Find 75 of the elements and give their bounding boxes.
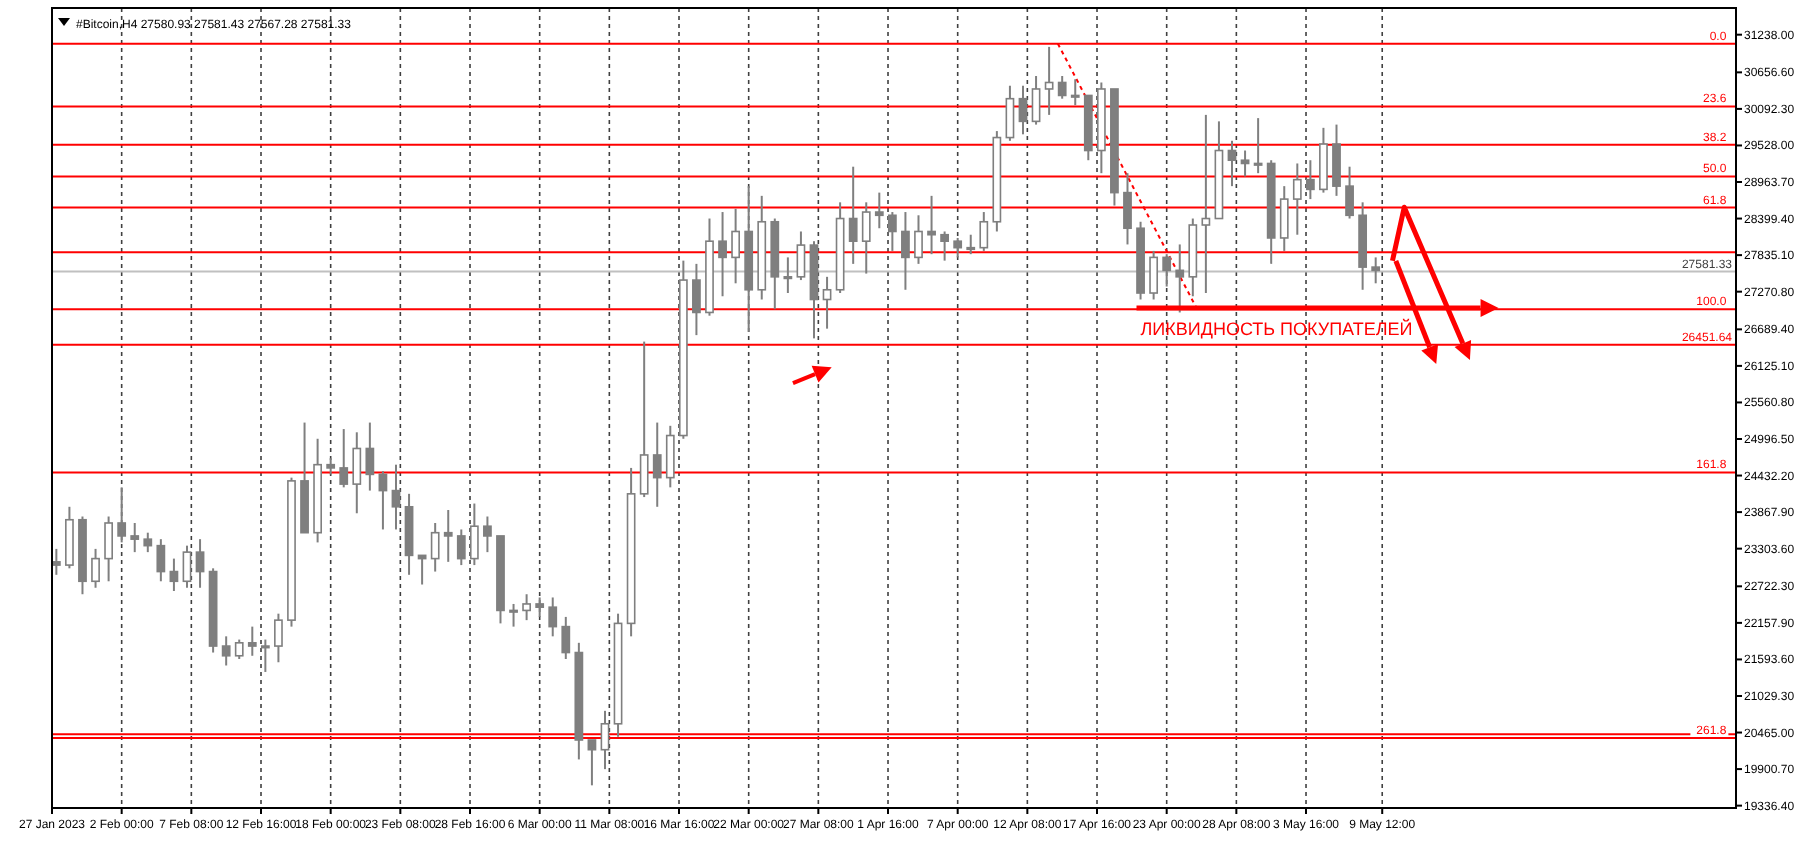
candlestick [966,233,976,256]
candlestick [234,638,244,661]
candlestick [587,738,597,787]
candlestick [652,421,662,508]
candlestick [130,521,140,554]
candlestick [274,612,283,664]
candlestick [1253,117,1263,175]
candlestick [260,638,270,673]
candlestick [1345,165,1354,220]
candlestick [535,596,545,618]
candlestick [822,275,832,330]
candlestick [848,165,858,265]
candlestick [352,431,362,515]
candlestick [156,538,166,583]
candlestick [117,486,127,544]
candlestick [169,557,179,592]
candlestick [561,615,571,661]
candlestick [901,211,910,291]
candlestick [456,528,466,567]
candlestick [1018,84,1028,136]
candlestick [391,463,401,531]
candlestick [1371,256,1381,285]
candlestick [1227,139,1237,188]
candlestick [796,230,806,282]
candlestick [1057,75,1067,100]
candlestick [1319,126,1328,194]
candlestick [1149,249,1159,301]
candlestick [483,515,492,554]
candlestick [731,207,741,285]
candlestick [365,421,375,492]
candlestick [417,554,427,586]
candlestick [1162,253,1172,288]
candlestick [665,424,675,489]
candlestick [600,709,610,771]
candlestick [692,262,701,337]
candlestick [1123,172,1132,246]
candlestick [339,428,349,489]
candlestick [1292,162,1302,236]
candlestick [247,625,257,657]
candlestick [1201,113,1211,295]
candlestick [104,515,113,583]
candlestick [914,214,923,265]
candlestick [874,191,884,230]
candlestick [639,340,649,499]
annotation: ЛИКВИДНОСТЬ ПОКУПАТЕЛЕЙ [1140,317,1413,340]
candlestick [182,544,192,589]
candlestick [1031,75,1041,126]
candlestick [143,531,153,554]
candlestick [1175,243,1185,314]
candlestick [91,547,100,589]
candlestick [887,211,897,252]
candlestick [927,194,936,256]
candlestick [1305,159,1315,201]
candlestick [718,211,727,298]
candlestick [940,230,950,262]
candlestick [1240,149,1250,178]
candlestick [51,547,61,576]
candlestick [430,521,440,573]
candlestick [469,502,479,567]
candlestick [548,596,558,638]
candlestick [509,602,518,628]
candlestick [522,593,531,622]
candlestick [783,256,793,295]
candlestick [221,635,231,667]
candlestick [861,201,871,275]
candlestick [1005,84,1015,142]
candlestick [1070,78,1080,107]
candlestick [65,505,74,570]
candlestick [443,509,453,563]
candlestick [1332,123,1341,197]
candlestick [1044,45,1054,116]
candlestick [953,236,963,259]
candlestick [979,211,989,252]
candlestick [195,538,205,589]
candlestick [1279,185,1289,252]
